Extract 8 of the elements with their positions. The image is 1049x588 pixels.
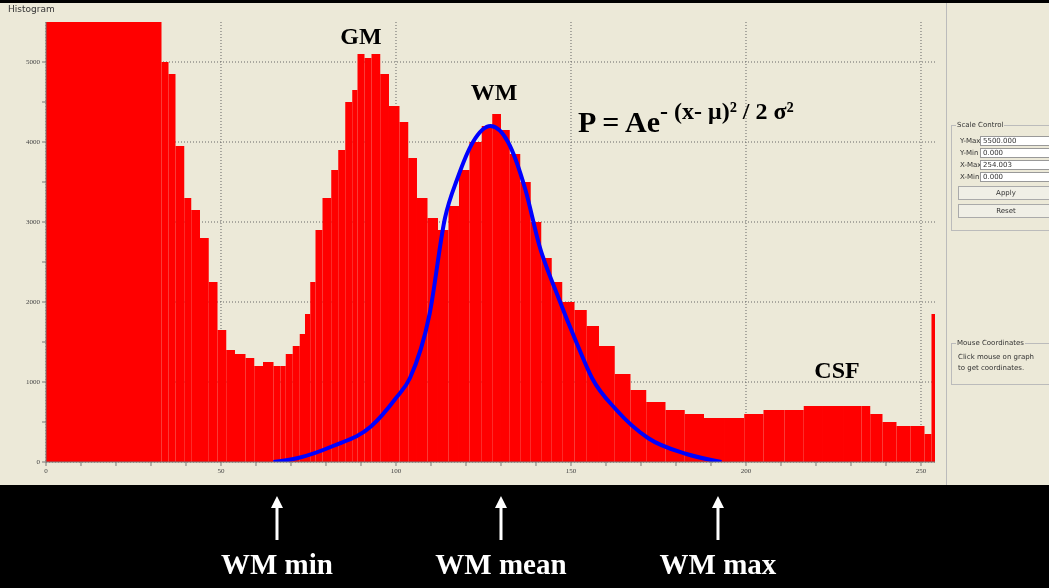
chart-title: Histogram bbox=[8, 4, 55, 14]
annotation: CSF bbox=[814, 356, 860, 383]
annotation: GM bbox=[340, 22, 382, 49]
text: WM mean bbox=[435, 548, 567, 580]
annotation: P = Ae$^{- (x- μ)² / 2 σ²}$ bbox=[578, 98, 794, 138]
text: WM min bbox=[221, 548, 333, 580]
annotation: WM bbox=[470, 78, 518, 105]
text: WM max bbox=[659, 548, 777, 580]
